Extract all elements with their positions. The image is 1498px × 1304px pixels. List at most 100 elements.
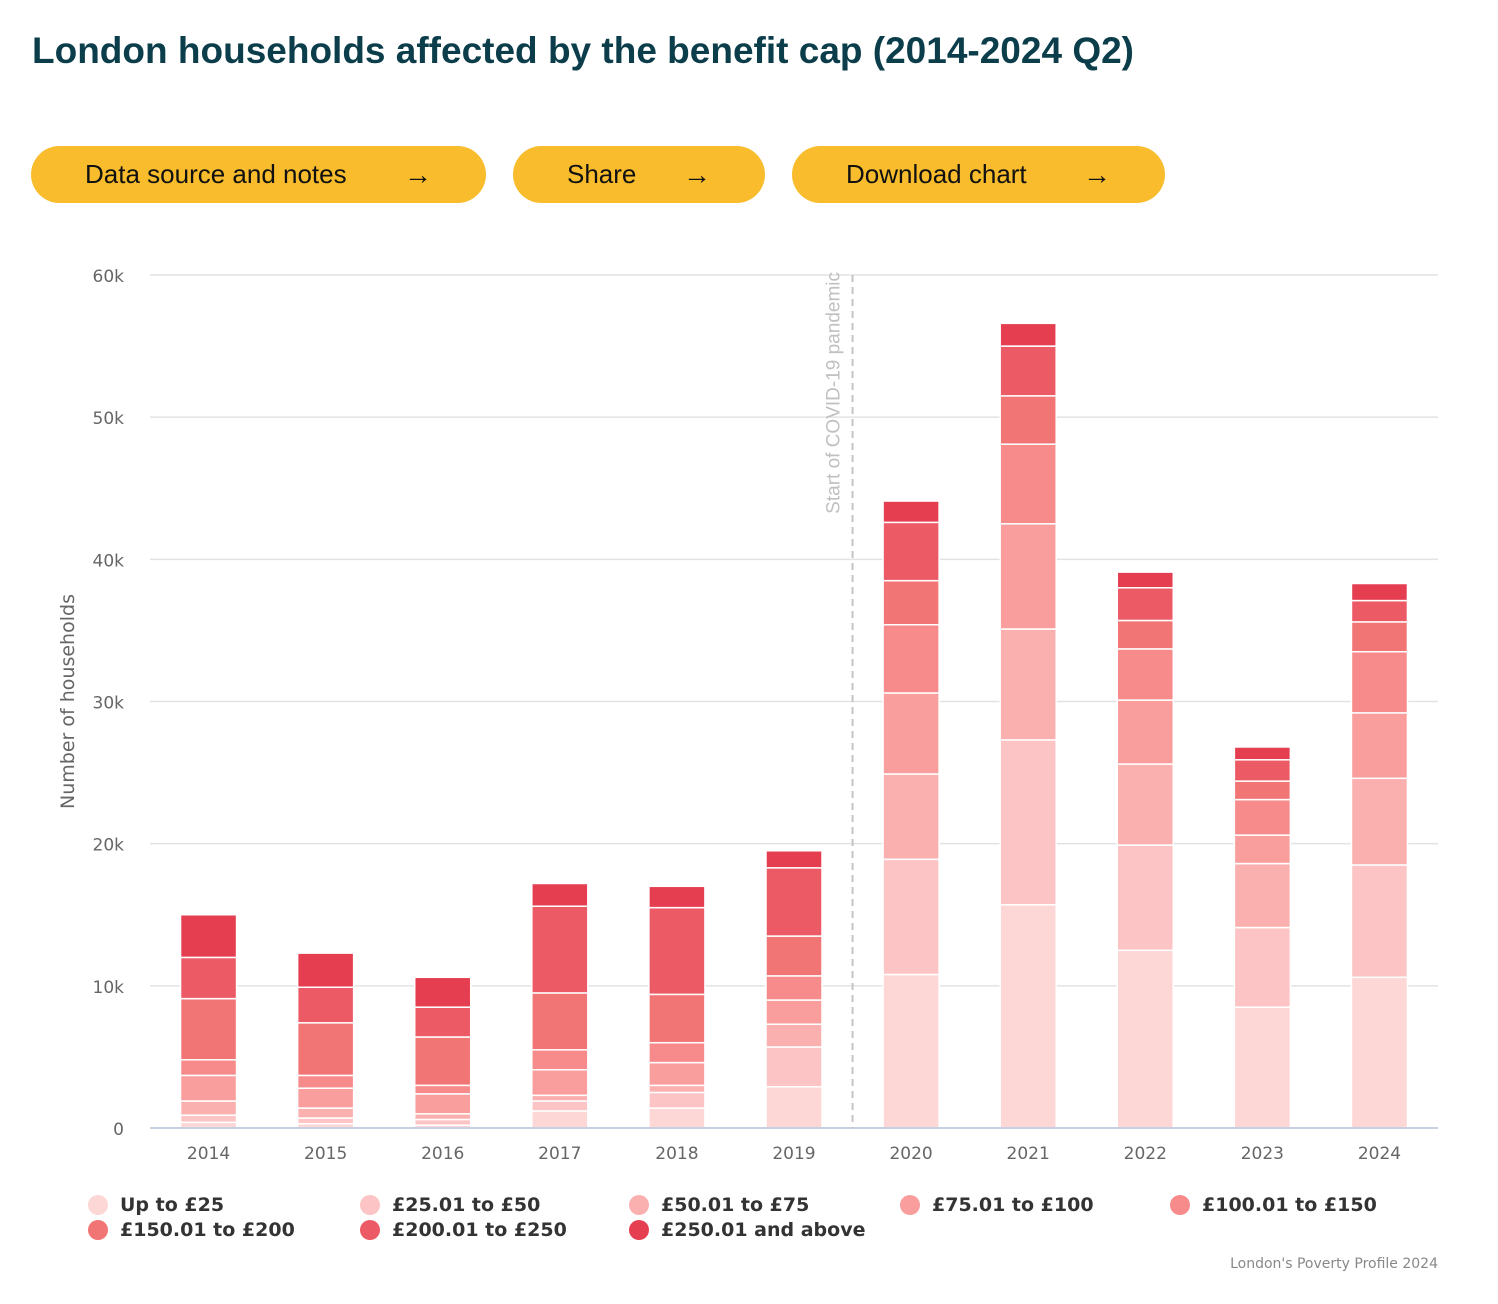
- bar-segment: [999, 628, 1057, 741]
- bar-segment: [648, 1061, 706, 1087]
- bar-segment: [1116, 844, 1175, 952]
- arrow-right-icon: →: [683, 158, 711, 190]
- x-tick-label: 2020: [889, 1144, 932, 1164]
- x-tick-label: 2023: [1241, 1144, 1284, 1164]
- x-tick-label: 2014: [187, 1144, 230, 1164]
- legend-swatch: [1170, 1195, 1190, 1215]
- legend-item[interactable]: £100.01 to £150: [1170, 1194, 1377, 1216]
- legend-swatch: [360, 1195, 380, 1215]
- bar-segment: [882, 500, 940, 524]
- bar-segment: [765, 1023, 823, 1048]
- legend-label: £150.01 to £200: [120, 1219, 295, 1241]
- x-tick-label: 2022: [1124, 1144, 1167, 1164]
- legend-item[interactable]: £200.01 to £250: [360, 1219, 567, 1241]
- legend-label: £200.01 to £250: [392, 1219, 567, 1241]
- bar-segment: [999, 345, 1057, 397]
- bar-segment: [1233, 798, 1292, 836]
- bar-segment: [179, 1074, 238, 1102]
- bar-segment: [531, 1094, 589, 1102]
- bar-segment: [531, 905, 589, 994]
- bar-segment: [1350, 864, 1409, 979]
- bar-segment: [765, 935, 823, 977]
- bar-segment: [531, 1049, 589, 1071]
- bar-segment: [1350, 621, 1409, 653]
- legend-swatch: [900, 1195, 920, 1215]
- bar-segment: [648, 1084, 706, 1094]
- legend-label: £250.01 and above: [661, 1219, 866, 1241]
- bar-segment: [765, 867, 823, 937]
- bar-segment: [999, 904, 1057, 1129]
- x-tick-label: 2024: [1358, 1144, 1401, 1164]
- annotation-label: Start of COVID-19 pandemic: [824, 272, 845, 514]
- download-chart-button[interactable]: Download chart →: [792, 146, 1165, 203]
- data-source-button[interactable]: Data source and notes →: [31, 146, 486, 203]
- bar-segment: [1350, 777, 1409, 866]
- y-tick-label: 30k: [93, 694, 125, 714]
- source-credit: London's Poverty Profile 2024: [1230, 1256, 1438, 1272]
- bar-segment: [1116, 587, 1175, 622]
- legend-label: £25.01 to £50: [392, 1194, 541, 1216]
- share-button-label: Share: [567, 159, 637, 189]
- bar-segment: [1116, 949, 1175, 1129]
- bar-segment: [179, 914, 238, 959]
- bar-segment: [531, 1100, 589, 1112]
- bar-segment: [1233, 780, 1292, 801]
- bar-segment: [413, 1118, 472, 1126]
- bar-segment: [1233, 746, 1292, 761]
- data-source-button-label: Data source and notes: [85, 159, 347, 189]
- bar-segment: [882, 521, 940, 582]
- bar-segment: [531, 1068, 589, 1097]
- bar-segment: [882, 623, 940, 694]
- bar-segment: [1233, 1006, 1292, 1129]
- y-axis-label: Number of households: [57, 594, 79, 809]
- arrow-right-icon: →: [404, 158, 432, 190]
- bar-segment: [413, 1093, 472, 1115]
- x-tick-label: 2015: [304, 1144, 347, 1164]
- bar-segment: [765, 1046, 823, 1088]
- bar-segment: [1350, 650, 1409, 714]
- share-button[interactable]: Share →: [513, 146, 765, 203]
- bar-segment: [765, 999, 823, 1025]
- bar-segment: [179, 1100, 238, 1116]
- legend-swatch: [629, 1195, 649, 1215]
- bar-segment: [179, 956, 238, 1000]
- y-tick-label: 50k: [93, 409, 125, 429]
- legend-label: Up to £25: [120, 1194, 225, 1216]
- bar-segment: [1116, 571, 1175, 589]
- legend-label: £75.01 to £100: [932, 1194, 1094, 1216]
- bar-segment: [765, 975, 823, 1001]
- bar-segment: [1233, 862, 1292, 929]
- bar-segment: [531, 1110, 589, 1129]
- bar-segment: [179, 1059, 238, 1077]
- bar-segment: [765, 1086, 823, 1129]
- page-title: London households affected by the benefi…: [32, 30, 1134, 71]
- bar-segment: [296, 1022, 355, 1077]
- bar-segment: [999, 395, 1057, 445]
- legend-item[interactable]: £75.01 to £100: [900, 1194, 1094, 1216]
- bar-segment: [296, 1074, 355, 1089]
- legend-item[interactable]: £250.01 and above: [629, 1219, 865, 1241]
- bar-segment: [882, 773, 940, 861]
- y-tick-label: 60k: [93, 267, 125, 287]
- bar-segment: [1233, 759, 1292, 782]
- bar-segment: [1233, 834, 1292, 865]
- bar-segment: [882, 858, 940, 976]
- stacked-bar-chart: 0 10k 20k 30k 40k 50k 60k Number of households 2…: [57, 267, 1438, 1164]
- legend-item[interactable]: £50.01 to £75: [629, 1194, 809, 1216]
- legend-item[interactable]: Up to £25: [88, 1194, 224, 1216]
- bar-segment: [1116, 699, 1175, 765]
- bar-segment: [648, 906, 706, 996]
- legend-item[interactable]: £25.01 to £50: [360, 1194, 540, 1216]
- x-tick-label: 2018: [655, 1144, 698, 1164]
- bar-segment: [648, 1107, 706, 1129]
- y-tick-label: 10k: [93, 978, 125, 998]
- bar-segment: [999, 322, 1057, 347]
- bar-segment: [648, 1041, 706, 1064]
- bar-segment: [999, 443, 1057, 525]
- arrow-right-icon: →: [1083, 158, 1111, 190]
- legend-item[interactable]: £150.01 to £200: [88, 1219, 295, 1241]
- x-tick-label: 2021: [1007, 1144, 1050, 1164]
- bar-segment: [296, 1107, 355, 1119]
- bar-segment: [1350, 599, 1409, 623]
- bar-segment: [296, 986, 355, 1024]
